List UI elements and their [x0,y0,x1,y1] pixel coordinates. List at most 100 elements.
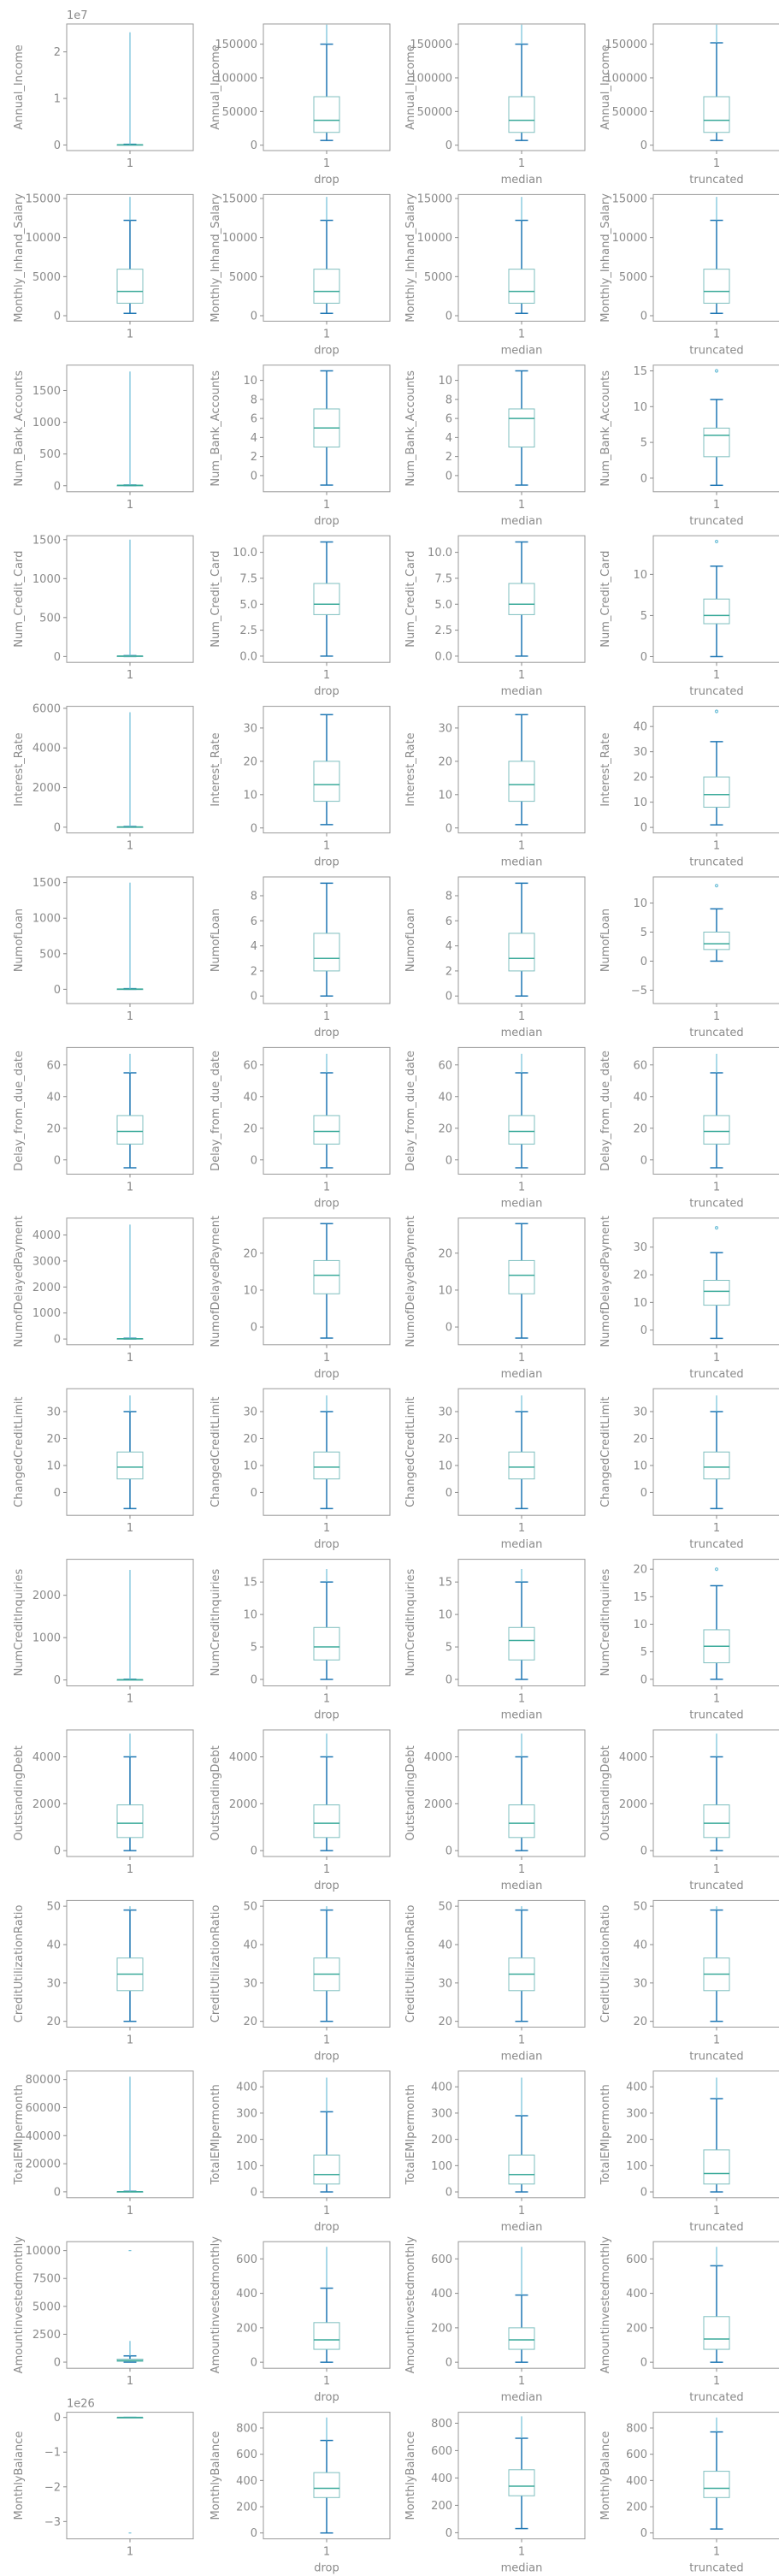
y-axis-label: Annual_Income [404,44,417,130]
iqr-box [508,2154,535,2185]
y-tick-label: 0 [54,651,61,664]
y-axis-label: ChangedCreditLimit [599,1397,612,1507]
x-tick-label: 1 [713,2034,720,2046]
y-tick-label: 2.5 [434,625,452,637]
y-tick-label: 10 [438,1460,452,1472]
iqr-box [508,1451,535,1480]
y-tick-label: 800 [236,2423,257,2436]
y-axis-label: OutstandingDebt [210,1745,222,1840]
y-tick-label: 2 [251,451,257,464]
y-tick-label: 400 [236,2082,257,2094]
x-tick-label: 1 [323,1522,330,1535]
iqr-box [313,1626,340,1661]
y-tick-label: 400 [431,2082,452,2094]
y-tick-label: 30 [438,722,452,735]
x-tick-label: 1 [127,840,133,853]
y-tick-label: 200 [236,2502,257,2514]
y-tick-label: 100 [236,2160,257,2173]
outlier-point [714,369,719,373]
x-tick-label: 1 [323,840,330,853]
x-tick-label: 1 [518,157,525,170]
iqr-box [703,269,730,304]
y-tick-label: 0 [640,2187,647,2200]
iqr-box [508,761,535,802]
y-tick-label: 5000 [619,271,647,284]
y-axis-label: Annual_Income [13,44,26,130]
y-axis-label: ChangedCreditLimit [404,1397,417,1507]
y-tick-label: 80000 [26,2074,61,2087]
x-tick-label: 1 [127,1522,133,1535]
y-tick-label: 150000 [605,38,647,51]
y-tick-label: 20 [438,1433,452,1446]
y-tick-label: 300 [626,2107,647,2120]
y-tick-label: 10 [438,1284,452,1297]
y-tick-label: 20 [243,2016,257,2028]
iqr-box [508,2327,535,2350]
x-tick-label: 1 [323,1693,330,1706]
y-tick-label: 2000 [424,1798,452,1811]
x-tick-label: 1 [323,499,330,512]
y-axis-label: NumofLoan [599,909,612,972]
y-tick-label: 150000 [410,38,452,51]
x-tick-label: 1 [713,2205,720,2218]
x-axis-label: median [501,1368,543,1381]
y-tick-label: 0 [446,1322,452,1335]
x-tick-label: 1 [518,1010,525,1023]
y-tick-label: 20 [633,1122,647,1135]
y-axis-label: NumCreditInquiries [210,1569,222,1677]
x-tick-label: 1 [713,1693,720,1706]
y-tick-label: 20 [633,1564,647,1577]
iqr-box [508,583,535,615]
iqr-box [703,2471,730,2498]
y-tick-label: 5 [251,1642,257,1655]
x-tick-label: 1 [127,669,133,682]
x-axis-label: median [501,1027,543,1039]
y-tick-label: 1000 [32,1632,61,1645]
x-tick-label: 1 [518,669,525,682]
y-axis-label: Num_Credit_Card [599,551,612,648]
iqr-box [313,1804,340,1839]
y-axis-label: Num_Credit_Card [210,551,222,648]
y-tick-label: 40 [438,1939,452,1951]
x-axis-label: truncated [689,515,743,528]
iqr-box [703,598,730,625]
iqr-box [508,408,535,447]
y-tick-label: 4000 [424,1751,452,1764]
y-tick-label: 10 [438,375,452,388]
y-tick-label: 20 [438,2016,452,2028]
y-tick-label: 2000 [32,1282,61,1294]
y-tick-label: 800 [626,2423,647,2436]
x-axis-label: truncated [689,1197,743,1210]
y-axis-label: OutstandingDebt [599,1745,612,1840]
x-tick-label: 1 [713,1181,720,1193]
y-tick-label: 0 [251,139,257,152]
y-tick-label: 2 [446,451,452,464]
x-tick-label: 1 [323,2205,330,2218]
y-tick-label: 10 [243,375,257,388]
y-axis-label: NumCreditInquiries [599,1569,612,1677]
y-tick-label: 0 [54,821,61,834]
x-axis-label: drop [314,2050,339,2063]
iqr-box [508,1804,535,1839]
y-tick-label: 30 [46,1977,61,1990]
x-axis-label: drop [314,174,339,187]
y-tick-label: 1000 [32,1307,61,1320]
x-tick-label: 1 [518,1181,525,1193]
x-axis-label: drop [314,1538,339,1551]
y-tick-label: 0 [446,822,452,835]
iqr-box [116,1115,144,1145]
iqr-box [703,427,730,458]
y-tick-label: 0 [54,1845,61,1858]
y-axis-label: Delay_from_due_date [13,1051,26,1171]
x-tick-label: 1 [518,1522,525,1535]
x-tick-label: 1 [713,2375,720,2388]
y-tick-label: 5000 [32,2301,61,2313]
x-tick-label: 1 [323,1181,330,1193]
y-tick-label: 0 [251,1487,257,1500]
y-tick-label: 600 [626,2449,647,2461]
x-tick-label: 1 [518,2546,525,2559]
y-tick-label: 0 [251,1674,257,1687]
y-axis-label: CreditUtilizationRatio [210,1905,222,2023]
y-tick-label: 5000 [424,271,452,284]
iqr-box [508,2469,535,2496]
